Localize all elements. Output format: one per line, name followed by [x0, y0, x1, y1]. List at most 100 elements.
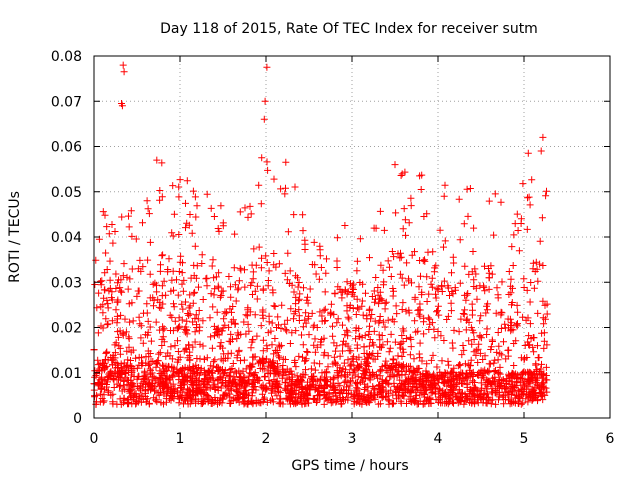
data-point	[142, 398, 150, 406]
data-point	[450, 374, 458, 382]
data-point	[467, 356, 475, 364]
data-point	[356, 235, 364, 243]
data-point	[168, 373, 176, 381]
data-point	[313, 343, 321, 351]
data-point	[466, 362, 474, 370]
data-point	[170, 395, 178, 403]
data-point	[170, 300, 177, 308]
data-point	[282, 158, 290, 166]
data-point	[344, 378, 352, 386]
data-point	[116, 284, 124, 292]
data-point	[156, 267, 164, 275]
data-point	[183, 330, 191, 338]
data-point	[476, 331, 484, 339]
data-point	[256, 399, 264, 407]
data-point	[227, 338, 234, 346]
data-point	[376, 313, 384, 320]
data-point	[295, 306, 303, 314]
data-point	[415, 350, 423, 358]
data-point	[367, 315, 375, 323]
data-point	[417, 186, 425, 193]
data-point	[416, 257, 424, 264]
data-point	[437, 332, 445, 340]
data-point	[176, 353, 184, 361]
data-point	[423, 298, 431, 305]
data-point	[98, 367, 106, 375]
data-point	[416, 300, 424, 308]
data-point	[190, 272, 198, 280]
data-point	[398, 353, 406, 360]
data-point	[479, 356, 487, 363]
data-point	[495, 342, 503, 350]
data-point	[520, 390, 528, 398]
data-point	[384, 368, 392, 376]
data-point	[242, 311, 250, 319]
data-point	[102, 349, 110, 357]
data-point	[331, 289, 339, 297]
data-point	[274, 368, 282, 376]
data-point	[540, 320, 548, 328]
data-point	[180, 381, 188, 389]
data-point	[276, 343, 284, 351]
data-point	[260, 365, 268, 373]
data-point	[526, 298, 534, 306]
data-point	[237, 266, 245, 274]
data-point	[275, 354, 283, 362]
data-point	[501, 320, 509, 328]
data-point	[519, 313, 527, 321]
y-tick-label: 0.04	[51, 230, 82, 246]
data-point	[103, 266, 111, 273]
data-point	[324, 352, 332, 360]
data-point	[447, 387, 455, 395]
data-point	[400, 281, 408, 289]
data-point	[486, 360, 494, 368]
data-point	[519, 381, 527, 389]
data-point	[123, 273, 131, 281]
data-point	[352, 335, 359, 343]
data-point	[543, 310, 551, 318]
data-point	[423, 273, 431, 281]
data-point	[337, 372, 345, 380]
data-point	[184, 395, 191, 403]
data-point	[387, 364, 394, 372]
data-point	[378, 363, 386, 371]
data-point	[99, 309, 107, 317]
data-point	[360, 350, 368, 357]
data-point	[253, 332, 261, 340]
data-point	[441, 378, 449, 385]
data-point	[235, 348, 243, 356]
data-point	[294, 283, 302, 291]
data-point	[338, 400, 346, 408]
data-point	[196, 340, 204, 348]
data-point	[250, 245, 258, 253]
data-point	[470, 276, 478, 284]
data-point	[104, 304, 112, 312]
data-point	[464, 374, 472, 382]
data-point	[450, 326, 458, 334]
data-point	[229, 303, 237, 310]
data-point	[134, 265, 142, 273]
data-point	[128, 232, 136, 240]
data-point	[211, 332, 218, 340]
data-point	[99, 324, 107, 332]
data-point	[444, 312, 452, 320]
data-point	[490, 359, 498, 367]
data-point	[178, 269, 186, 277]
data-point	[171, 390, 178, 398]
data-point	[291, 398, 299, 406]
data-point	[299, 323, 307, 331]
data-point	[432, 294, 440, 302]
data-point	[318, 369, 326, 377]
data-point	[120, 260, 128, 268]
data-point	[207, 204, 215, 212]
data-point	[124, 368, 132, 376]
data-point	[112, 306, 120, 314]
data-point	[510, 231, 518, 239]
data-point	[142, 381, 149, 388]
data-point	[278, 301, 286, 309]
data-point	[277, 325, 285, 332]
data-point	[281, 320, 289, 328]
data-point	[349, 358, 357, 366]
data-point	[213, 308, 221, 316]
data-point	[273, 347, 281, 354]
